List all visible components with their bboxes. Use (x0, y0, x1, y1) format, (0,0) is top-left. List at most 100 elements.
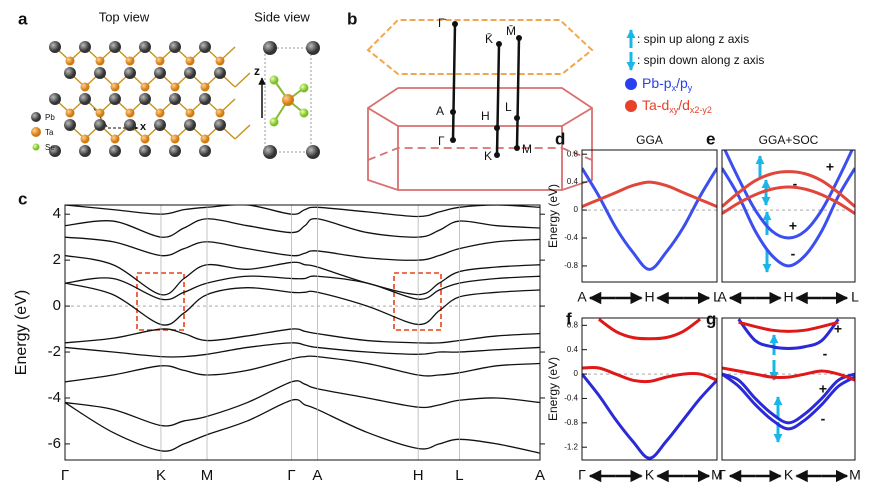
atom (155, 108, 165, 118)
y-tick-label: -4 (48, 389, 61, 406)
bz-point: M̄ (506, 24, 516, 38)
axes-frame (64, 204, 541, 461)
atom-legend-label: Ta (45, 128, 54, 137)
annotation: - (793, 176, 798, 192)
atom (110, 82, 120, 92)
atom (215, 56, 225, 66)
atom (154, 67, 166, 79)
bz-point: A (436, 104, 444, 118)
atom (125, 108, 135, 118)
panel-label: g (706, 309, 716, 328)
annotation: + (789, 218, 797, 234)
x-tick-label: K (784, 467, 794, 483)
y-tick-label: -0.8 (564, 418, 578, 427)
band-line (722, 372, 855, 431)
band-line (65, 282, 540, 326)
structure-panel: a Top view Side view z x Pb Ta Se (18, 9, 320, 159)
band-line (65, 218, 540, 238)
y-axis-label: Energy (eV) (13, 290, 30, 375)
band-line (722, 170, 855, 208)
x-tick-label: L (851, 289, 859, 305)
band-line (582, 167, 717, 271)
legend-label: Ta-dxy/dx2-y2 (642, 97, 712, 116)
atom (263, 41, 277, 55)
atom (200, 134, 210, 144)
plot-area (722, 150, 855, 268)
x-tick-label: L (455, 467, 463, 484)
panel-label: b (347, 9, 357, 28)
atom (124, 67, 136, 79)
atom (215, 108, 225, 118)
atom (31, 127, 41, 137)
atom (31, 112, 41, 122)
atom (170, 82, 180, 92)
x-tick-label: A (577, 289, 587, 305)
band-line (722, 372, 855, 425)
legend-label-part: x (672, 83, 677, 93)
atom (94, 119, 106, 131)
bond (234, 72, 251, 88)
atom (79, 41, 91, 53)
z-label: z (254, 64, 260, 78)
atom (306, 41, 320, 55)
band-line (738, 320, 839, 333)
bond (234, 124, 251, 140)
atom (263, 145, 277, 159)
y-tick-label: 0 (53, 297, 61, 314)
atom (169, 145, 181, 157)
x-tick-label: Γ (287, 467, 295, 484)
top-view-title: Top view (99, 9, 150, 24)
x-tick-label: L (713, 289, 721, 305)
y-tick-label: -0.4 (564, 233, 578, 242)
atom (64, 119, 76, 131)
x-tick-label: A (312, 467, 322, 484)
atom (299, 83, 309, 93)
side-view-title: Side view (254, 9, 310, 24)
legend-label-part: Pb-p (642, 75, 672, 91)
plot-area (582, 167, 717, 271)
atom (155, 56, 165, 66)
x-tick-label: K (156, 467, 166, 484)
band-line (65, 236, 540, 261)
x-tick-label: H (644, 289, 654, 305)
x-tick-label: Γ (578, 467, 586, 483)
y-tick-label: 2 (53, 251, 61, 268)
atom (139, 145, 151, 157)
atom (199, 145, 211, 157)
atom (299, 108, 309, 118)
y-tick-label: 0.8 (567, 320, 579, 329)
x-tick-label: A (535, 467, 545, 484)
y-tick-label: 0 (574, 205, 579, 214)
atom (169, 93, 181, 105)
y-tick-label: -1.2 (564, 442, 578, 451)
panel-label: a (18, 9, 28, 28)
highlight-box (393, 272, 442, 331)
atom (65, 108, 75, 118)
band-line (65, 342, 540, 358)
atom (139, 93, 151, 105)
band-line (65, 380, 540, 427)
panel-label: d (555, 129, 565, 148)
band-line (65, 328, 540, 344)
bz-point: Γ (438, 134, 445, 148)
band-line (597, 318, 702, 341)
atom (282, 94, 294, 106)
atom (95, 108, 105, 118)
band-line (722, 185, 855, 215)
atom (49, 145, 61, 157)
annotation: - (821, 411, 826, 427)
atom (154, 119, 166, 131)
atom (125, 56, 135, 66)
atom (184, 119, 196, 131)
legend-label: Pb-px/py (642, 75, 693, 94)
panel-label: c (18, 189, 27, 208)
atom (169, 41, 181, 53)
atom (269, 75, 279, 85)
annotation: + (834, 321, 842, 337)
legend-label-part: Ta-d (642, 97, 669, 113)
x-tick-label: M (201, 467, 214, 484)
y-tick-label: -0.4 (564, 394, 578, 403)
plot-area (722, 318, 855, 431)
y-axis-label: Energy (eV) (546, 184, 560, 248)
atom (80, 82, 90, 92)
